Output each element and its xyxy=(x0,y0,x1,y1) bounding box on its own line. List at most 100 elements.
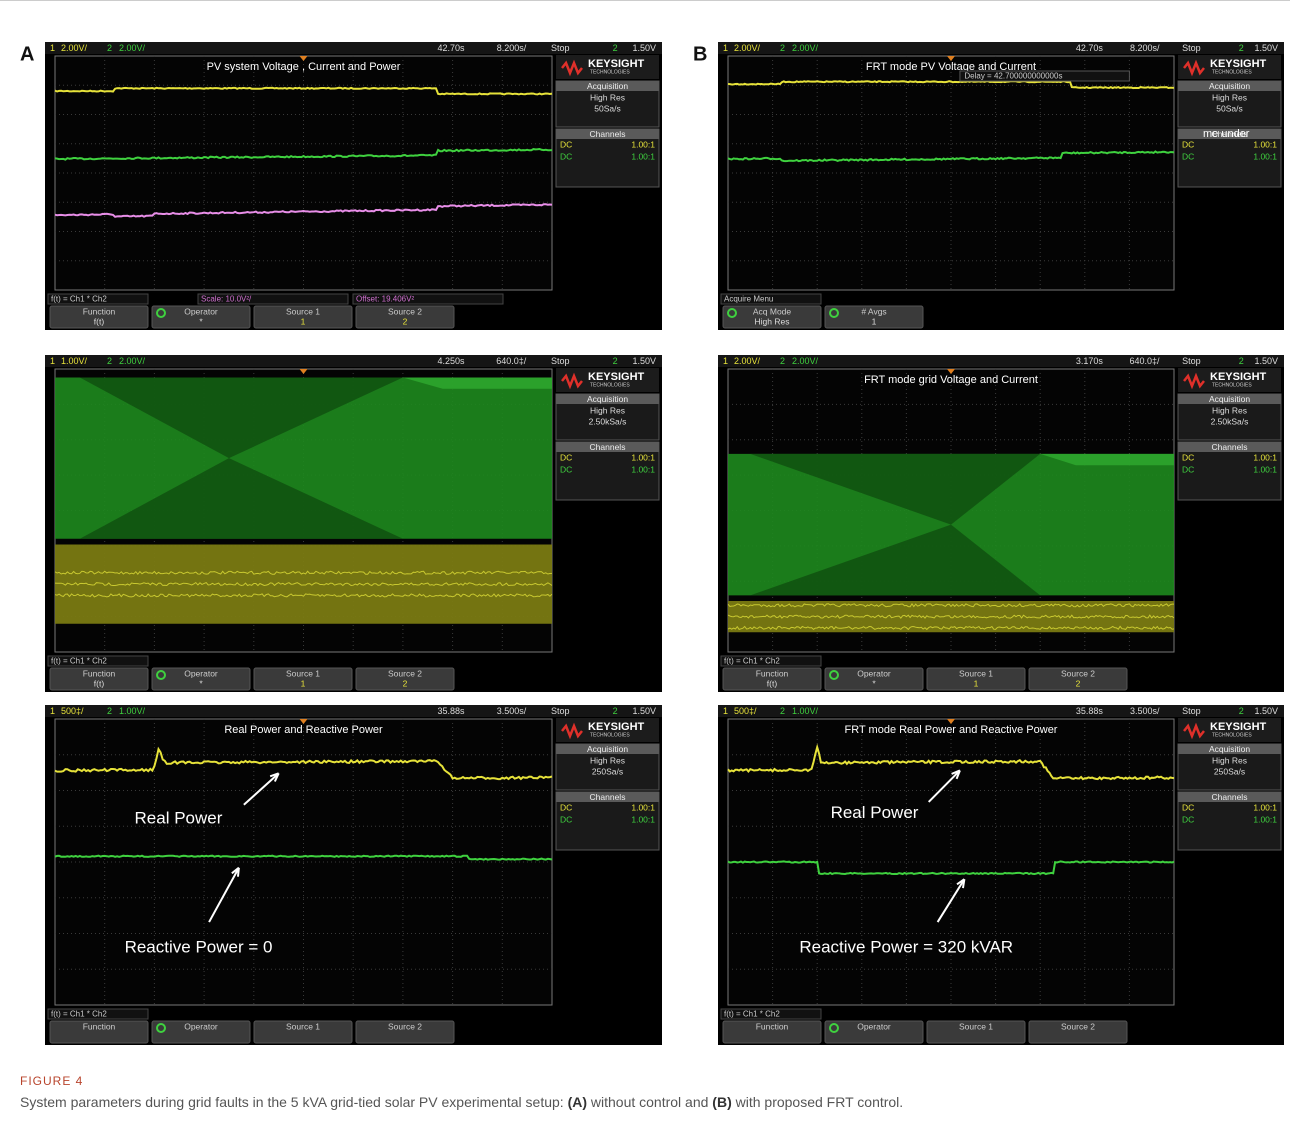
softkey-value: 2 xyxy=(403,316,408,326)
chan-probe: 1.00:1 xyxy=(631,814,655,824)
brand: KEYSIGHT xyxy=(1210,58,1267,70)
annotation: Reactive Power = 320 kVAR xyxy=(799,937,1013,956)
status-trig: 1.50V xyxy=(1254,706,1278,716)
chan-coupling: DC xyxy=(1182,139,1194,149)
softkey-value: 2 xyxy=(1076,678,1081,688)
caption: System parameters during grid faults in … xyxy=(20,1094,903,1110)
status-run: Stop xyxy=(1182,43,1201,53)
screen-title: PV system Voltage , Current and Power xyxy=(207,61,401,73)
status-time: 35.88s xyxy=(438,706,466,716)
chan-coupling: DC xyxy=(1182,452,1194,462)
chan-probe: 1.00:1 xyxy=(631,452,655,462)
softkey-value: f(t) xyxy=(767,678,778,688)
softkey-value: 1 xyxy=(301,678,306,688)
func-text: f(t) = Ch1 * Ch2 xyxy=(724,657,780,666)
status-ch2: 2 xyxy=(780,706,785,716)
caption-segment: with proposed FRT control. xyxy=(732,1094,903,1110)
softkey-label: Operator xyxy=(857,1021,891,1031)
screen-title: Real Power and Reactive Power xyxy=(224,724,383,736)
softkey-label: Function xyxy=(83,1021,116,1031)
annotation: Real Power xyxy=(135,809,223,828)
screen-title: FRT mode grid Voltage and Current xyxy=(864,374,1038,386)
status-ch2_scale: 2.00V/ xyxy=(119,356,146,366)
chan-coupling: DC xyxy=(560,151,572,161)
softkey-label: Source 2 xyxy=(1061,1021,1095,1031)
scope-screen: 12.00V/22.00V/42.70s8.200s/Stop21.50VFRT… xyxy=(718,42,1284,330)
softkey-label: Source 1 xyxy=(286,306,320,316)
status-ch2_scale: 1.00V/ xyxy=(792,706,819,716)
softkey-label: Operator xyxy=(857,668,891,678)
chan-title: Channels xyxy=(1212,442,1248,452)
chan-coupling: DC xyxy=(1182,814,1194,824)
acq-rate: 2.50kSa/s xyxy=(589,416,627,426)
chan-probe: 1.00:1 xyxy=(1253,139,1277,149)
caption-segment: (B) xyxy=(712,1094,731,1110)
acq-title: Acquisition xyxy=(1209,394,1250,404)
softkey-value: f(t) xyxy=(94,316,105,326)
panel-label: B xyxy=(693,43,707,65)
chan-probe: 1.00:1 xyxy=(631,139,655,149)
softkey-label: Function xyxy=(83,668,116,678)
panel-label: A xyxy=(20,43,34,65)
status-timebase: 640.0‡/ xyxy=(1129,356,1160,366)
status-ch1: 1 xyxy=(50,356,55,366)
func-text: f(t) = Ch1 * Ch2 xyxy=(51,1010,107,1019)
softkey-label: Function xyxy=(83,306,116,316)
caption-segment: System parameters during grid faults in … xyxy=(20,1094,568,1110)
chan-probe: 1.00:1 xyxy=(1253,464,1277,474)
softkey-label: Function xyxy=(756,1021,789,1031)
status-trig_ch: 2 xyxy=(613,706,618,716)
status-timebase: 3.500s/ xyxy=(1130,706,1160,716)
brand: KEYSIGHT xyxy=(1210,721,1267,733)
brand: KEYSIGHT xyxy=(588,58,645,70)
softkey-label: Source 1 xyxy=(959,668,993,678)
chan-probe: 1.00:1 xyxy=(1253,151,1277,161)
acq-mode: High Res xyxy=(1212,405,1247,415)
status-time: 42.70s xyxy=(438,43,466,53)
func-text: Acquire Menu xyxy=(724,295,773,304)
status-trig: 1.50V xyxy=(632,356,656,366)
chan-title: Channels xyxy=(590,129,626,139)
acq-mode: High Res xyxy=(590,405,625,415)
status-ch1_scale: 500‡/ xyxy=(734,706,757,716)
status-ch2: 2 xyxy=(107,356,112,366)
acq-rate: 250Sa/s xyxy=(1214,766,1245,776)
status-ch1_scale: 2.00V/ xyxy=(61,43,88,53)
func-text: Offset: 19.406V² xyxy=(356,295,414,304)
chan-probe: 1.00:1 xyxy=(631,151,655,161)
softkey-label: Source 1 xyxy=(959,1021,993,1031)
acq-rate: 2.50kSa/s xyxy=(1211,416,1249,426)
softkey-label: Source 2 xyxy=(388,1021,422,1031)
screen-title: FRT mode Real Power and Reactive Power xyxy=(845,724,1058,736)
status-ch1: 1 xyxy=(50,43,55,53)
brand-sub: TECHNOLOGIES xyxy=(1212,732,1252,738)
acq-mode: High Res xyxy=(590,755,625,765)
status-ch2_scale: 2.00V/ xyxy=(792,356,819,366)
status-timebase: 8.200s/ xyxy=(1130,43,1160,53)
status-run: Stop xyxy=(551,43,570,53)
acq-rate: 250Sa/s xyxy=(592,766,623,776)
envelope xyxy=(55,544,552,623)
status-ch2: 2 xyxy=(107,706,112,716)
status-ch1: 1 xyxy=(723,356,728,366)
figure-label: FIGURE 4 xyxy=(20,1074,83,1088)
chan-coupling: DC xyxy=(1182,802,1194,812)
softkey-value: 1 xyxy=(974,678,979,688)
status-trig: 1.50V xyxy=(632,43,656,53)
acq-title: Acquisition xyxy=(587,394,628,404)
chan-title: Channels xyxy=(590,442,626,452)
chan-probe: 1.00:1 xyxy=(1253,814,1277,824)
softkey-label: Source 1 xyxy=(286,1021,320,1031)
acq-mode: High Res xyxy=(590,92,625,102)
softkey-value: High Res xyxy=(755,316,790,326)
status-ch1: 1 xyxy=(50,706,55,716)
func-text: f(t) = Ch1 * Ch2 xyxy=(51,657,107,666)
acq-title: Acquisition xyxy=(1209,744,1250,754)
status-ch1_scale: 1.00V/ xyxy=(61,356,88,366)
acq-rate: 50Sa/s xyxy=(594,103,620,113)
status-trig_ch: 2 xyxy=(1239,43,1244,53)
status-ch2: 2 xyxy=(780,356,785,366)
figure: A B 1 2.00V/2 2.00V/42.70s 8.200s/Stop 2 1.50V P… xyxy=(0,0,1290,1137)
